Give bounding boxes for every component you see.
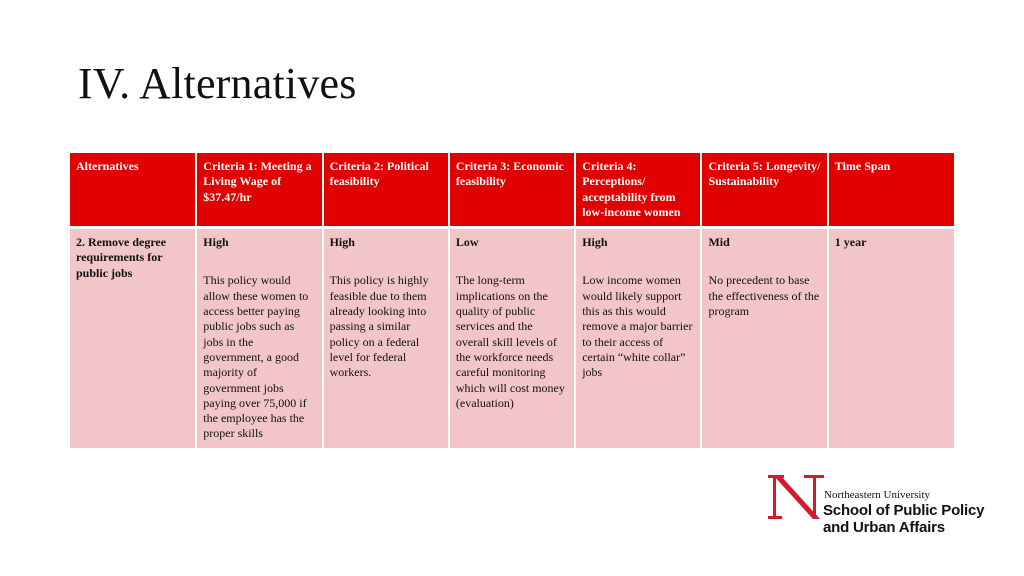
criteria-1-description: This policy would allow these women to a… bbox=[203, 273, 309, 441]
criteria-5-description: No precedent to base the effectiveness o… bbox=[708, 273, 820, 319]
criteria-2-rating: High bbox=[329, 235, 355, 250]
criteria-4-rating: High bbox=[582, 235, 608, 250]
criteria-3-description: The long-term implications on the qualit… bbox=[455, 273, 565, 410]
criteria-1-cell: High This policy would allow these women… bbox=[196, 227, 324, 448]
header-criteria-5: Criteria 5: Longevity/ Sustainability bbox=[701, 153, 829, 230]
criteria-5-cell: Mid No precedent to base the effectivene… bbox=[701, 227, 829, 448]
header-time-span: Time Span bbox=[827, 153, 955, 230]
criteria-2-cell: High This policy is highly feasible due … bbox=[322, 227, 450, 448]
criteria-4-description: Low income women would likely support th… bbox=[582, 273, 693, 380]
header-alternatives: Alternatives bbox=[70, 153, 198, 230]
school-name-line-1: School of Public Policy bbox=[823, 502, 985, 519]
criteria-4-cell: High Low income women would likely suppo… bbox=[575, 227, 703, 448]
criteria-5-rating: Mid bbox=[708, 235, 730, 250]
table-row: 2. Remove degree requirements for public… bbox=[70, 227, 955, 448]
header-criteria-3: Criteria 3: Economic feasibility bbox=[448, 153, 577, 230]
criteria-1-rating: High bbox=[203, 235, 229, 250]
alternative-name: 2. Remove degree requirements for public… bbox=[76, 235, 167, 280]
time-span-cell: 1 year bbox=[827, 227, 955, 448]
header-criteria-2: Criteria 2: Political feasibility bbox=[322, 153, 450, 230]
slide-title: IV. Alternatives bbox=[78, 59, 357, 108]
header-criteria-1: Criteria 1: Meeting a Living Wage of $37… bbox=[196, 153, 324, 230]
criteria-3-rating: Low bbox=[455, 235, 479, 250]
northeastern-logo: Northeastern University School of Public… bbox=[766, 473, 1006, 537]
criteria-3-cell: Low The long-term implications on the qu… bbox=[448, 227, 577, 448]
table-header-row: Alternatives Criteria 1: Meeting a Livin… bbox=[70, 153, 955, 230]
header-criteria-4: Criteria 4: Perceptions/ acceptability f… bbox=[575, 153, 703, 230]
alternatives-table: Alternatives Criteria 1: Meeting a Livin… bbox=[70, 153, 955, 448]
alternative-cell: 2. Remove degree requirements for public… bbox=[70, 227, 198, 448]
northeastern-n-icon bbox=[768, 475, 824, 519]
university-name: Northeastern University bbox=[824, 489, 930, 501]
time-span-value: 1 year bbox=[834, 235, 867, 250]
school-name: School of Public Policy and Urban Affair… bbox=[823, 502, 984, 536]
criteria-2-description: This policy is highly feasible due to th… bbox=[329, 273, 429, 380]
school-name-line-2: and Urban Affairs bbox=[823, 519, 945, 536]
